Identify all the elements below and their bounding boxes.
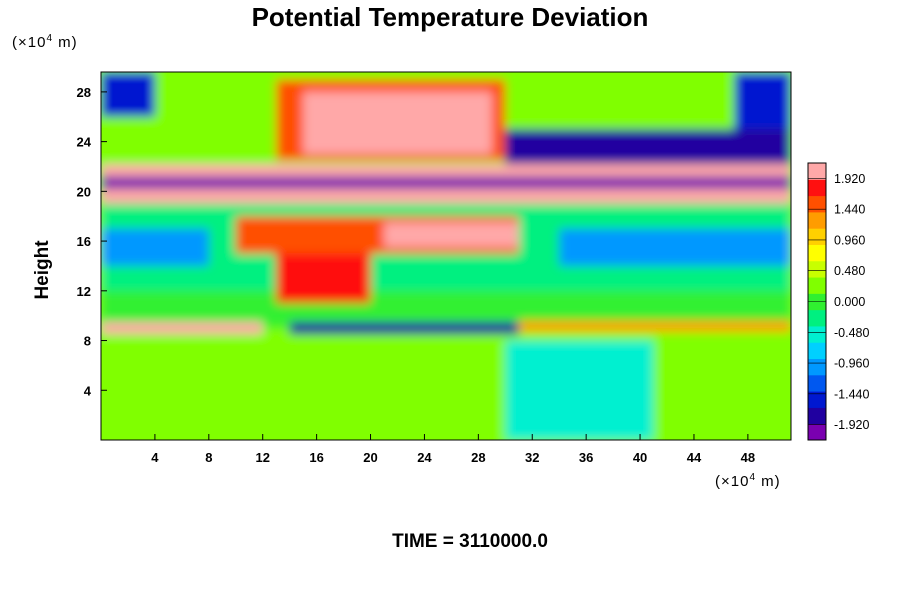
x-tick-label-3: 16 — [309, 450, 323, 465]
x-tick-label-6: 28 — [471, 450, 485, 465]
colorbar-swatch-4 — [808, 358, 826, 376]
x-tick-label-10: 44 — [687, 450, 702, 465]
heatmap-region-10 — [101, 176, 791, 189]
y-axis-unit: (×104 m) — [12, 33, 78, 51]
y-tick-label-6: 28 — [77, 85, 91, 100]
colorbar-swatch-3 — [808, 374, 826, 392]
x-tick-label-4: 20 — [363, 450, 377, 465]
heatmap-region-4 — [101, 72, 155, 117]
colorbar-swatch-5 — [808, 342, 826, 360]
colorbar-label-2: 0.960 — [834, 233, 865, 247]
colorbar-label-7: -1.440 — [834, 387, 869, 401]
heatmap-region-15 — [101, 228, 209, 266]
chart-title: Potential Temperature Deviation — [251, 2, 649, 32]
colorbar-label-5: -0.480 — [834, 326, 869, 340]
x-tick-label-1: 8 — [205, 450, 212, 465]
heatmap-region-16 — [559, 228, 791, 266]
colorbar-swatch-0 — [808, 423, 826, 441]
heatmap-region-20 — [505, 340, 654, 440]
y-unit-prefix: (×10 — [12, 34, 47, 51]
heatmap-region-7 — [303, 91, 492, 155]
time-footer: TIME = 3110000.0 — [392, 531, 548, 552]
colorbar-swatch-15 — [808, 179, 826, 197]
heatmap-region-11 — [101, 164, 791, 177]
colorbar-label-8: -1.920 — [834, 418, 869, 432]
colorbar-label-1: 1.440 — [834, 203, 865, 217]
x-unit-exponent: 4 — [749, 472, 757, 483]
heatmap-region-19 — [518, 320, 791, 332]
colorbar: 1.920 1.440 0.960 0.480 0.000 -0.480 -0.960 -1.… — [807, 162, 869, 441]
colorbar-swatch-2 — [808, 391, 826, 408]
heatmap-region-14 — [276, 253, 371, 304]
heatmap-region-5 — [734, 72, 791, 130]
x-unit-prefix: (×10 — [715, 473, 750, 490]
colorbar-swatch-11 — [808, 244, 826, 262]
y-tick-label-4: 20 — [77, 184, 91, 199]
x-tick-label-11: 48 — [741, 450, 755, 465]
x-axis-unit: (×104 m) — [715, 472, 781, 490]
colorbar-label-3: 0.480 — [834, 264, 865, 278]
y-tick-label-0: 4 — [84, 383, 92, 398]
colorbar-label-6: -0.960 — [834, 357, 869, 371]
colorbar-swatch-13 — [808, 211, 826, 229]
y-unit-exponent: 4 — [46, 33, 54, 44]
heatmap-region-9 — [101, 188, 791, 204]
heatmap-region-0 — [101, 328, 791, 440]
heatmap-region-17 — [101, 321, 263, 335]
y-tick-label-1: 8 — [84, 334, 91, 349]
colorbar-swatch-9 — [808, 277, 826, 294]
x-tick-label-2: 12 — [255, 450, 269, 465]
heatmap-region-13 — [384, 222, 519, 248]
colorbar-label-0: 1.920 — [834, 172, 865, 186]
x-tick-label-9: 40 — [633, 450, 647, 465]
x-tick-label-7: 32 — [525, 450, 539, 465]
y-tick-label-3: 16 — [77, 234, 91, 249]
x-unit-suffix: m) — [756, 473, 781, 490]
plot-frame — [100, 71, 792, 441]
y-tick-label-2: 12 — [77, 284, 91, 299]
x-tick-label-8: 36 — [579, 450, 593, 465]
x-tick-label-5: 24 — [417, 450, 432, 465]
colorbar-swatch-16 — [808, 163, 826, 180]
y-unit-suffix: m) — [53, 34, 78, 51]
x-tick-label-0: 4 — [151, 450, 159, 465]
colorbar-swatch-14 — [808, 195, 826, 213]
plot-area — [101, 72, 791, 440]
colorbar-swatch-12 — [808, 228, 826, 245]
colorbar-swatch-6 — [808, 325, 826, 343]
colorbar-swatch-1 — [808, 407, 826, 425]
heatmap-region-18 — [289, 321, 519, 335]
colorbar-swatch-10 — [808, 260, 826, 278]
y-tick-label-5: 24 — [77, 135, 92, 150]
colorbar-swatch-7 — [808, 309, 826, 327]
heatmap-region-8 — [505, 129, 791, 167]
colorbar-label-4: 0.000 — [834, 295, 865, 309]
